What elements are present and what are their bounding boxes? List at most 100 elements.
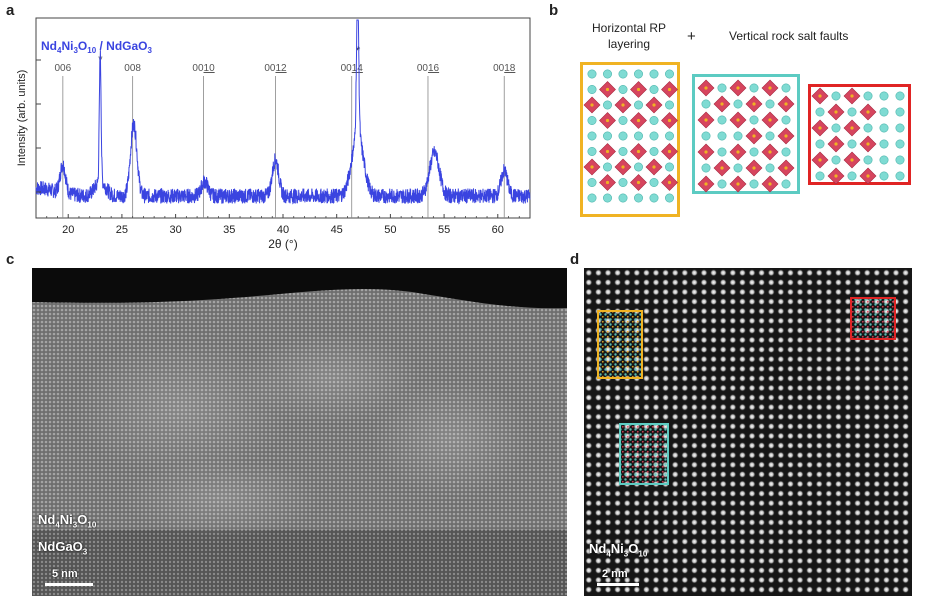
nd-atom [895, 107, 905, 117]
legend-nd: Nd [41, 39, 57, 53]
nd-atom [618, 147, 628, 157]
structure-box-teal [692, 74, 800, 194]
nd-atom [587, 131, 597, 141]
x-tick-label: 30 [169, 224, 181, 236]
nd-atom [618, 178, 628, 188]
panel-letter-c: c [6, 251, 15, 268]
nd-atom [649, 131, 659, 141]
nd-atom [649, 147, 659, 157]
oxygen-atom [768, 118, 772, 122]
film-c-nd-sub: 4 [55, 520, 60, 530]
nd-atom [879, 91, 889, 101]
nd-atom [879, 139, 889, 149]
oxygen-atom [667, 118, 672, 123]
plus-sign: + [687, 28, 696, 45]
nd-atom [633, 162, 643, 172]
oxygen-atom [768, 86, 772, 90]
oxygen-atom [736, 118, 740, 122]
nd-atom [895, 139, 905, 149]
nd-atom [895, 91, 905, 101]
oxygen-atom [752, 102, 756, 106]
x-tick-label: 40 [277, 224, 289, 236]
oxygen-atom [834, 174, 838, 178]
nd-atom [633, 193, 643, 203]
reflection-label: 008 [124, 63, 141, 74]
nd-atom [602, 100, 612, 110]
oxygen-atom [652, 103, 656, 107]
nd-atom [717, 83, 727, 93]
nd-atom [863, 91, 873, 101]
y-ticks [36, 59, 41, 193]
reflection-label-prefix: 00 [124, 63, 136, 74]
oxygen-atom [704, 182, 708, 186]
oxygen-atom [736, 86, 740, 90]
label-vertical-rocksalt: Vertical rock salt faults [729, 29, 849, 43]
nd-atom [701, 163, 711, 173]
oxygen-atom [720, 166, 724, 170]
legend-o: O [78, 39, 87, 53]
nd-atom [602, 162, 612, 172]
oxygen-atom [667, 180, 672, 185]
stem-overview-image: Nd4Ni3O10 NdGaO3 5 nm [32, 268, 567, 596]
substrate-c-sub: 3 [82, 547, 88, 557]
nd-atom [587, 84, 597, 94]
xrd-series-line [35, 19, 531, 205]
oxygen-atom [736, 150, 740, 154]
oxygen-atom [590, 165, 594, 169]
label-substrate-c: NdGaO3 [38, 539, 87, 557]
nd-atom [831, 155, 841, 165]
reflection-label-index: 10 [204, 63, 216, 74]
oxygen-atom [621, 165, 625, 169]
reflection-label-index: 12 [275, 63, 287, 74]
panel-letter-d: d [570, 251, 580, 268]
oxygen-atom [834, 110, 838, 114]
oxygen-atom [850, 94, 854, 98]
film-c-o: O [77, 512, 88, 527]
nd-atom [717, 115, 727, 125]
nd-atom [602, 193, 612, 203]
oxygen-atom [667, 149, 672, 154]
nd-atom [701, 99, 711, 109]
scalebar-label-d: 2 nm [602, 568, 628, 580]
film-d-ni: Ni [610, 541, 624, 556]
legend-nd-sub: 4 [57, 46, 62, 55]
nd-atom [649, 84, 659, 94]
x-tick-label: 55 [438, 224, 450, 236]
nd-atom [847, 171, 857, 181]
nd-atom [633, 100, 643, 110]
oxygen-atom [621, 103, 625, 107]
reflection-lines [62, 76, 505, 218]
x-tick-label: 50 [384, 224, 396, 236]
oxygen-atom [784, 102, 788, 106]
chart-legend: Nd4Ni3O10 / NdGaO3 [41, 39, 153, 55]
overlay-box-yellow [597, 310, 643, 379]
nd-atom [701, 131, 711, 141]
oxygen-atom [590, 103, 594, 107]
oxygen-atom [850, 158, 854, 162]
oxygen-atom [605, 87, 610, 92]
oxygen-atom [667, 87, 672, 92]
nd-atom [618, 115, 628, 125]
oxygen-atom [704, 150, 708, 154]
overlay-box-red [850, 297, 896, 340]
x-tick-label: 20 [62, 224, 74, 236]
nd-atom [633, 69, 643, 79]
reflection-label-prefix: 00 [417, 63, 429, 74]
oxygen-atom [636, 149, 641, 154]
nd-atom [602, 131, 612, 141]
nd-atom [781, 147, 791, 157]
film-d-nd-sub: 4 [606, 549, 611, 559]
x-tick-label: 25 [116, 224, 128, 236]
structure-box-yellow [580, 62, 680, 217]
oxygen-atom [704, 118, 708, 122]
nd-atom [587, 147, 597, 157]
nd-atom [649, 193, 659, 203]
reflection-labels: 006 008 0010 0012 0014 0016 0018 [55, 63, 516, 74]
reflection-label-prefix: 00 [264, 63, 276, 74]
reflection-label: 0016 [417, 63, 440, 74]
oxygen-atom [850, 126, 854, 130]
oxygen-atom [605, 118, 610, 123]
oxygen-atom [834, 142, 838, 146]
x-tick-label: 60 [492, 224, 504, 236]
nd-atom [649, 69, 659, 79]
